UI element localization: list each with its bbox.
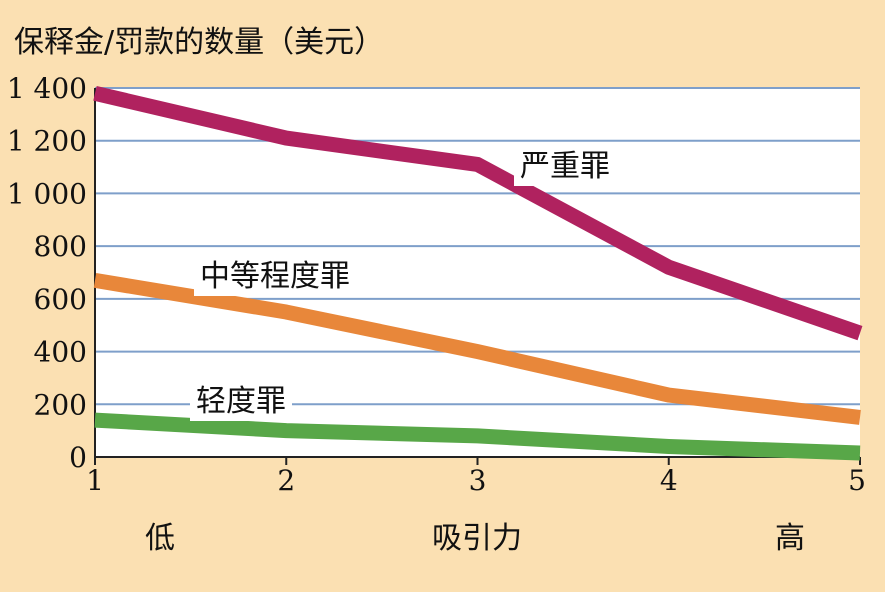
y-tick-label: 1 000 [7, 177, 87, 210]
series-label-backing [514, 147, 616, 186]
series-line-minor [94, 412, 861, 461]
series-label-backing [190, 382, 292, 421]
x-end-label-low: 低 [145, 521, 175, 556]
series-layer [93, 85, 863, 461]
x-axis-title: 吸引力 [432, 521, 522, 556]
series-label-severe: 严重罪 [520, 149, 610, 184]
y-tick-label: 200 [34, 388, 87, 421]
x-tick-label: 5 [848, 464, 866, 497]
y-tick-label: 1 200 [7, 125, 87, 158]
y-tick-label: 800 [34, 230, 87, 263]
y-tick-label: 0 [69, 441, 87, 474]
axes: 0 200 400 600 800 1 000 1 200 1 400 1 2 3 4 5 [7, 72, 866, 497]
series-label-backing [194, 257, 356, 296]
y-tick-label: 600 [34, 283, 87, 316]
series-line-severe [93, 85, 863, 341]
y-tick-label: 400 [34, 336, 87, 369]
series-line-moderate [93, 273, 861, 425]
y-tick-label: 1 400 [7, 72, 87, 105]
y-axis-title: 保释金/罚款的数量（美元） [14, 25, 384, 60]
x-end-label-high: 高 [775, 521, 805, 556]
x-tick-label: 1 [86, 464, 104, 497]
series-label-minor: 轻度罪 [196, 384, 286, 419]
x-tick-label: 4 [660, 464, 678, 497]
series-label-moderate: 中等程度罪 [200, 259, 350, 294]
x-tick-label: 2 [277, 464, 295, 497]
x-tick-label: 3 [469, 464, 487, 497]
